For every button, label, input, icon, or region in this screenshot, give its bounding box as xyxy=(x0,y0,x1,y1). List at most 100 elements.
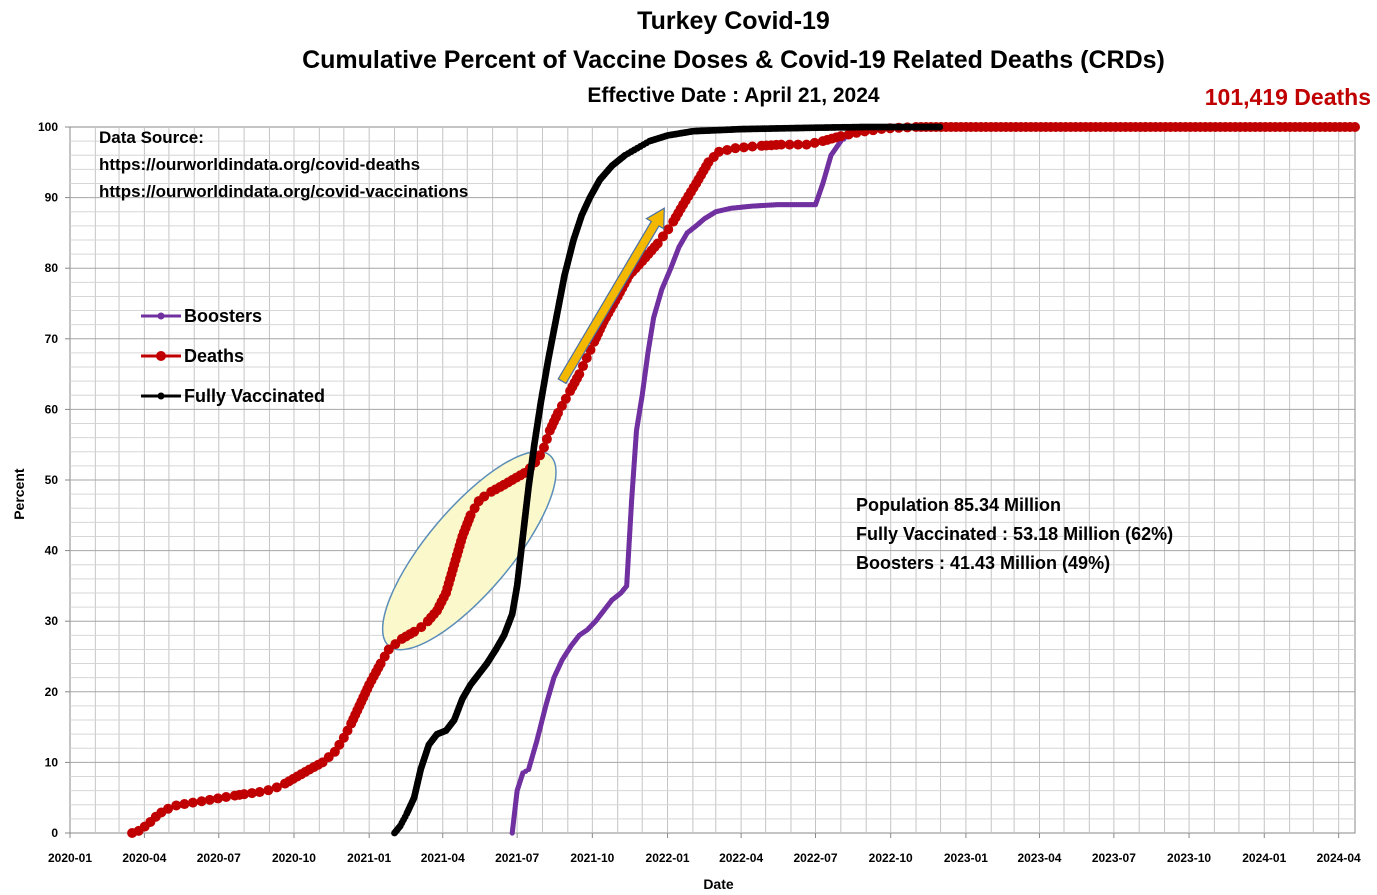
data-source: Data Source: https://ourworldindata.org/… xyxy=(99,124,468,205)
data-point xyxy=(784,139,795,150)
x-tick-label: 2024-04 xyxy=(1317,851,1361,865)
data-point xyxy=(535,450,546,461)
data-point xyxy=(416,622,427,633)
legend-marker-deaths xyxy=(156,351,166,361)
data-point xyxy=(196,796,207,807)
x-tick-label: 2021-07 xyxy=(495,851,539,865)
y-tick-label: 70 xyxy=(45,332,59,346)
y-tick-label: 90 xyxy=(45,191,59,205)
x-tick-label: 2023-01 xyxy=(944,851,988,865)
x-tick-label: 2023-10 xyxy=(1167,851,1211,865)
series-layer xyxy=(127,122,1360,838)
data-point xyxy=(187,797,198,808)
x-tick-label: 2020-04 xyxy=(122,851,166,865)
data-point xyxy=(585,344,596,355)
data-point xyxy=(263,785,274,796)
x-tick-label: 2023-07 xyxy=(1092,851,1136,865)
effective-date: Effective Date : April 21, 2024 xyxy=(587,84,880,107)
x-axis-title: Date xyxy=(703,876,734,892)
data-point xyxy=(538,442,549,453)
y-tick-label: 40 xyxy=(45,544,59,558)
population-text: Population 85.34 Million xyxy=(856,495,1062,515)
y-tick-label: 80 xyxy=(45,261,59,275)
x-tick-label: 2020-10 xyxy=(272,851,316,865)
x-tick-label: 2023-04 xyxy=(1017,851,1061,865)
data-point xyxy=(204,794,215,805)
fully-vaccinated-text: Fully Vaccinated : 53.18 Million (62%) xyxy=(856,524,1174,544)
data-point xyxy=(747,141,758,152)
data-point xyxy=(239,789,250,800)
legend: Boosters Deaths Fully Vaccinated xyxy=(141,306,325,406)
data-point xyxy=(652,238,663,249)
data-point xyxy=(730,143,741,154)
data-point xyxy=(212,793,223,804)
y-tick-label: 60 xyxy=(45,402,59,416)
y-tick-label: 0 xyxy=(51,826,58,840)
data-point xyxy=(657,231,668,242)
data-point xyxy=(809,137,820,148)
data-point xyxy=(560,393,571,404)
legend-label-fully-vaccinated: Fully Vaccinated xyxy=(184,386,325,406)
y-tick-label: 100 xyxy=(38,120,58,134)
series-fully-vaccinated xyxy=(391,123,944,837)
y-axis-title: Percent xyxy=(11,468,27,520)
x-tick-label: 2022-10 xyxy=(869,851,913,865)
data-point xyxy=(936,123,944,131)
x-tick-label: 2021-10 xyxy=(570,851,614,865)
y-tick-label: 20 xyxy=(45,685,59,699)
data-source-label: Data Source: xyxy=(99,128,204,147)
series-deaths xyxy=(127,122,1360,838)
data-point xyxy=(843,129,854,140)
x-tick-label: 2022-01 xyxy=(646,851,690,865)
info-box: Population 85.34 Million Fully Vaccinate… xyxy=(856,491,1173,578)
chart-title: Turkey Covid-19 xyxy=(637,7,830,35)
boosters-text: Boosters : 41.43 Million (49%) xyxy=(856,553,1111,573)
deaths-total: 101,419 Deaths xyxy=(1204,84,1371,110)
legend-label-deaths: Deaths xyxy=(184,346,244,366)
data-point xyxy=(801,139,812,150)
grid xyxy=(69,126,1356,834)
data-point xyxy=(271,782,282,793)
trend-arrow xyxy=(557,207,665,385)
data-point xyxy=(171,800,182,811)
x-tick-label: 2022-04 xyxy=(719,851,763,865)
data-point xyxy=(581,352,592,363)
x-tick-label: 2020-07 xyxy=(197,851,241,865)
data-point xyxy=(574,369,585,380)
y-tick-label: 30 xyxy=(45,614,59,628)
data-point xyxy=(577,361,588,372)
chart-subtitle: Cumulative Percent of Vaccine Doses & Co… xyxy=(302,46,1165,74)
legend-marker-fully-vaccinated xyxy=(157,392,165,400)
data-point xyxy=(479,491,490,502)
legend-label-boosters: Boosters xyxy=(184,306,262,326)
data-point xyxy=(246,788,257,799)
data-point xyxy=(722,144,733,155)
series-boosters xyxy=(509,124,943,836)
data-point xyxy=(179,799,190,810)
x-tick-label: 2021-01 xyxy=(347,851,391,865)
axes: 0 10 20 30 40 50 60 70 80 90 100 2020-01 2020-04 2020… xyxy=(11,120,1361,892)
legend-marker-boosters xyxy=(157,312,165,320)
data-point xyxy=(738,142,749,153)
x-tick-label: 2022-07 xyxy=(793,851,837,865)
data-point xyxy=(835,131,846,142)
data-point xyxy=(254,787,265,798)
data-point xyxy=(221,791,232,802)
data-source-url-deaths: https://ourworldindata.org/covid-deaths xyxy=(99,155,421,174)
x-tick-label: 2020-01 xyxy=(48,851,92,865)
data-point xyxy=(541,434,552,445)
trend-arrow-shape xyxy=(557,207,665,385)
y-tick-label: 50 xyxy=(45,473,59,487)
data-point xyxy=(163,803,174,814)
data-point xyxy=(714,146,725,157)
data-source-url-vaccinations: https://ourworldindata.org/covid-vaccina… xyxy=(99,182,469,201)
y-tick-label: 10 xyxy=(45,755,59,769)
x-tick-label: 2024-01 xyxy=(1242,851,1286,865)
data-point xyxy=(1350,122,1360,132)
data-point xyxy=(793,139,804,150)
data-point xyxy=(776,139,787,150)
data-point xyxy=(663,224,674,235)
x-tick-label: 2021-04 xyxy=(421,851,465,865)
data-point xyxy=(409,626,420,637)
